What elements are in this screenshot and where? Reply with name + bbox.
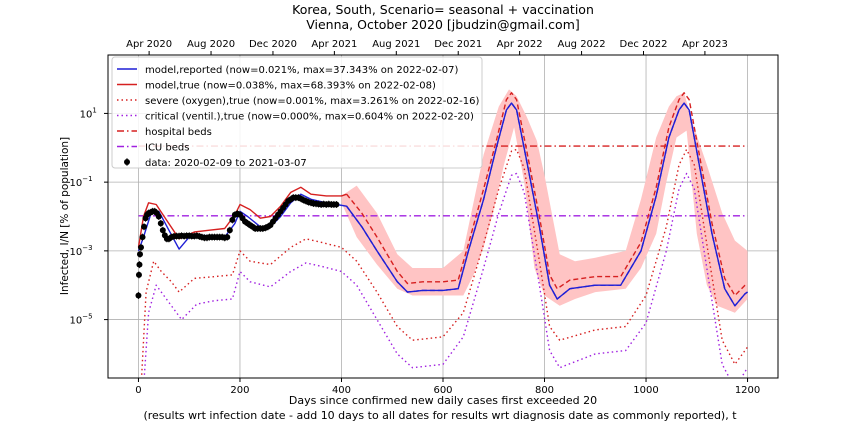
top-tick-label: Apr 2021 — [311, 39, 357, 50]
y-tick-label: 101 — [80, 106, 97, 120]
y-axis-ticks: 10−5 10−3 10−1 101 — [70, 106, 108, 327]
series-line-3 — [346, 102, 748, 307]
y-axis-label: Infected, I/N [% of population] — [59, 137, 71, 295]
top-tick-label: Dec 2022 — [620, 39, 668, 50]
data-point — [157, 220, 164, 227]
x-tick-label: 400 — [332, 385, 351, 396]
x-axis-label: Days since confirmed new daily cases fir… — [289, 394, 597, 407]
top-axis-ticks: Apr 2020 Aug 2020 Dec 2020 Apr 2021 Aug 2021… — [126, 39, 728, 55]
x-tick-label: 800 — [535, 385, 554, 396]
x-tick-label: 600 — [433, 385, 452, 396]
legend-label: model,reported (now=0.021%, max=37.343% … — [145, 65, 459, 76]
uncertainty-band — [341, 89, 748, 313]
x-tick-label: 1200 — [735, 385, 760, 396]
top-tick-label: Apr 2022 — [497, 39, 543, 50]
data-point — [139, 234, 146, 241]
legend-label: hospital beds — [145, 127, 212, 138]
data-point — [229, 216, 236, 223]
legend-frame — [111, 56, 483, 169]
top-tick-label: Dec 2021 — [434, 39, 482, 50]
legend-entry: critical (ventil.),true (now=0.000%, max… — [117, 112, 474, 123]
y-tick-label: 10−1 — [70, 175, 93, 189]
top-tick-label: Aug 2022 — [557, 39, 605, 50]
data-point — [135, 271, 142, 278]
legend-entry: ICU beds — [117, 143, 190, 154]
y-tick-label: 10−5 — [70, 313, 93, 327]
top-tick-label: Aug 2020 — [187, 39, 235, 50]
top-tick-label: Dec 2020 — [249, 39, 297, 50]
data-point — [159, 227, 166, 234]
series-line-1 — [137, 186, 347, 248]
legend-label: data: 2020-02-09 to 2021-03-07 — [145, 158, 307, 169]
top-tick-label: Apr 2020 — [126, 39, 172, 50]
chart-title-line1: Korea, South, Scenario= seasonal + vacci… — [292, 2, 594, 17]
legend-label: model,true (now=0.038%, max=68.393% on 2… — [145, 81, 436, 92]
data-point — [135, 292, 142, 299]
legend: model,reported (now=0.021%, max=37.343% … — [111, 56, 483, 169]
legend-entry: data: 2020-02-09 to 2021-03-07 — [124, 158, 307, 169]
legend-label: ICU beds — [145, 143, 190, 154]
legend-entry: hospital beds — [117, 127, 212, 138]
x-axis-ticks: 0 200 400 600 800 1000 1200 — [135, 378, 760, 396]
data-point — [224, 234, 231, 241]
data-point — [136, 251, 143, 258]
series-line-5 — [143, 172, 749, 378]
data-point — [137, 244, 144, 251]
series-line-4 — [140, 148, 749, 378]
top-tick-label: Aug 2021 — [372, 39, 420, 50]
data-point — [141, 223, 148, 230]
data-markers — [135, 194, 340, 300]
legend-entry: severe (oxygen),true (now=0.001%, max=3.… — [117, 96, 479, 107]
confidence-band — [341, 89, 748, 313]
x-axis-label-secondary: (results wrt infection date - add 10 day… — [143, 409, 737, 422]
legend-marker — [124, 159, 130, 165]
x-tick-label: 0 — [135, 385, 141, 396]
data-point — [333, 201, 340, 208]
data-point — [155, 213, 162, 220]
legend-entry: model,reported (now=0.021%, max=37.343% … — [117, 65, 459, 76]
legend-label: severe (oxygen),true (now=0.001%, max=3.… — [145, 96, 479, 107]
legend-entry: model,true (now=0.038%, max=68.393% on 2… — [117, 81, 436, 92]
series-line-2 — [346, 92, 748, 297]
chart-title-line2: Vienna, October 2020 [jbudzin@gmail.com] — [306, 17, 580, 32]
y-tick-label: 10−3 — [70, 244, 93, 258]
data-point — [136, 261, 143, 268]
legend-label: critical (ventil.),true (now=0.000%, max… — [145, 112, 474, 123]
x-tick-label: 200 — [230, 385, 249, 396]
x-tick-label: 1000 — [633, 385, 658, 396]
top-tick-label: Apr 2023 — [682, 39, 728, 50]
data-point — [226, 227, 233, 234]
